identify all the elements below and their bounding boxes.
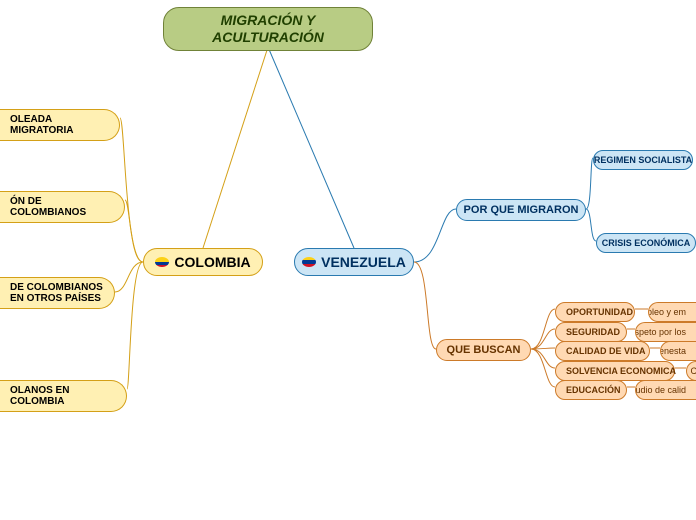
que-buscan-child-label: EDUCACIÓN: [566, 385, 621, 395]
colombia-child-node[interactable]: ÓN DE COLOMBIANOS: [0, 191, 125, 223]
venezuela-flag-icon: [302, 257, 316, 267]
colombia-node[interactable]: COLOMBIA: [143, 248, 263, 276]
que-buscan-child-node[interactable]: SEGURIDAD: [555, 322, 627, 342]
que-buscan-detail-label: Estudio de calid: [635, 385, 686, 395]
connector-line: [203, 47, 268, 248]
root-node[interactable]: MIGRACIÓN Y ACULTURACIÓN: [163, 7, 373, 51]
venezuela-node[interactable]: VENEZUELA: [294, 248, 414, 276]
por-que-child-label: CRISIS ECONÓMICA: [602, 238, 691, 248]
connector-line: [531, 329, 555, 349]
que-buscan-detail-node[interactable]: C: [686, 361, 696, 381]
que-buscan-child-node[interactable]: CALIDAD DE VIDA: [555, 341, 650, 361]
que-buscan-detail-label: Bienesta: [660, 346, 686, 356]
colombia-child-label: DE COLOMBIANOS EN OTROS PAÍSES: [10, 282, 104, 304]
connector-line: [531, 349, 555, 368]
connector-line: [120, 118, 143, 262]
que-buscan-child-node[interactable]: EDUCACIÓN: [555, 380, 627, 400]
colombia-child-node[interactable]: OLANOS EN COLOMBIA: [0, 380, 127, 412]
que-buscan-child-node[interactable]: SOLVENCIA ECONOMICA: [555, 361, 675, 381]
colombia-child-label: OLANOS EN COLOMBIA: [10, 385, 116, 407]
que-buscan-node[interactable]: QUE BUSCAN: [436, 339, 531, 361]
connector-line: [531, 348, 555, 349]
connector-line: [531, 309, 555, 349]
que-buscan-detail-node[interactable]: Estudio de calid: [635, 380, 696, 400]
connector-line: [586, 158, 593, 209]
por-que-migraron-label: POR QUE MIGRARON: [464, 204, 579, 216]
que-buscan-child-label: SOLVENCIA ECONOMICA: [566, 366, 676, 376]
que-buscan-child-label: SEGURIDAD: [566, 327, 620, 337]
connector-line: [127, 262, 143, 389]
colombia-child-label: ÓN DE COLOMBIANOS: [10, 196, 114, 218]
que-buscan-child-label: OPORTUNIDAD: [566, 307, 633, 317]
connector-line: [531, 349, 555, 387]
que-buscan-child-label: CALIDAD DE VIDA: [566, 346, 646, 356]
que-buscan-detail-node[interactable]: Empleo y em: [648, 302, 696, 322]
connector-line: [268, 47, 354, 248]
colombia-child-node[interactable]: DE COLOMBIANOS EN OTROS PAÍSES: [0, 277, 115, 309]
por-que-child-node[interactable]: REGIMEN SOCIALISTA: [593, 150, 693, 170]
que-buscan-detail-node[interactable]: Bienesta: [660, 341, 696, 361]
que-buscan-detail-label: Empleo y em: [648, 307, 686, 317]
que-buscan-label: QUE BUSCAN: [447, 344, 521, 356]
por-que-child-label: REGIMEN SOCIALISTA: [594, 155, 692, 165]
que-buscan-child-node[interactable]: OPORTUNIDAD: [555, 302, 635, 322]
colombia-label: COLOMBIA: [174, 254, 250, 270]
connector-line: [125, 200, 143, 262]
connector-line: [414, 262, 436, 349]
colombia-child-label: OLEADA MIGRATORIA: [10, 114, 109, 136]
connector-line: [115, 262, 143, 292]
connector-line: [586, 209, 596, 241]
que-buscan-detail-node[interactable]: Respeto por los: [635, 322, 696, 342]
colombia-flag-icon: [155, 257, 169, 267]
connector-line: [414, 209, 456, 262]
colombia-child-node[interactable]: OLEADA MIGRATORIA: [0, 109, 120, 141]
que-buscan-detail-label: Respeto por los: [635, 327, 686, 337]
por-que-migraron-node[interactable]: POR QUE MIGRARON: [456, 199, 586, 221]
que-buscan-detail-label: C: [691, 366, 696, 376]
root-label: MIGRACIÓN Y ACULTURACIÓN: [174, 12, 362, 46]
por-que-child-node[interactable]: CRISIS ECONÓMICA: [596, 233, 696, 253]
venezuela-label: VENEZUELA: [321, 254, 406, 270]
